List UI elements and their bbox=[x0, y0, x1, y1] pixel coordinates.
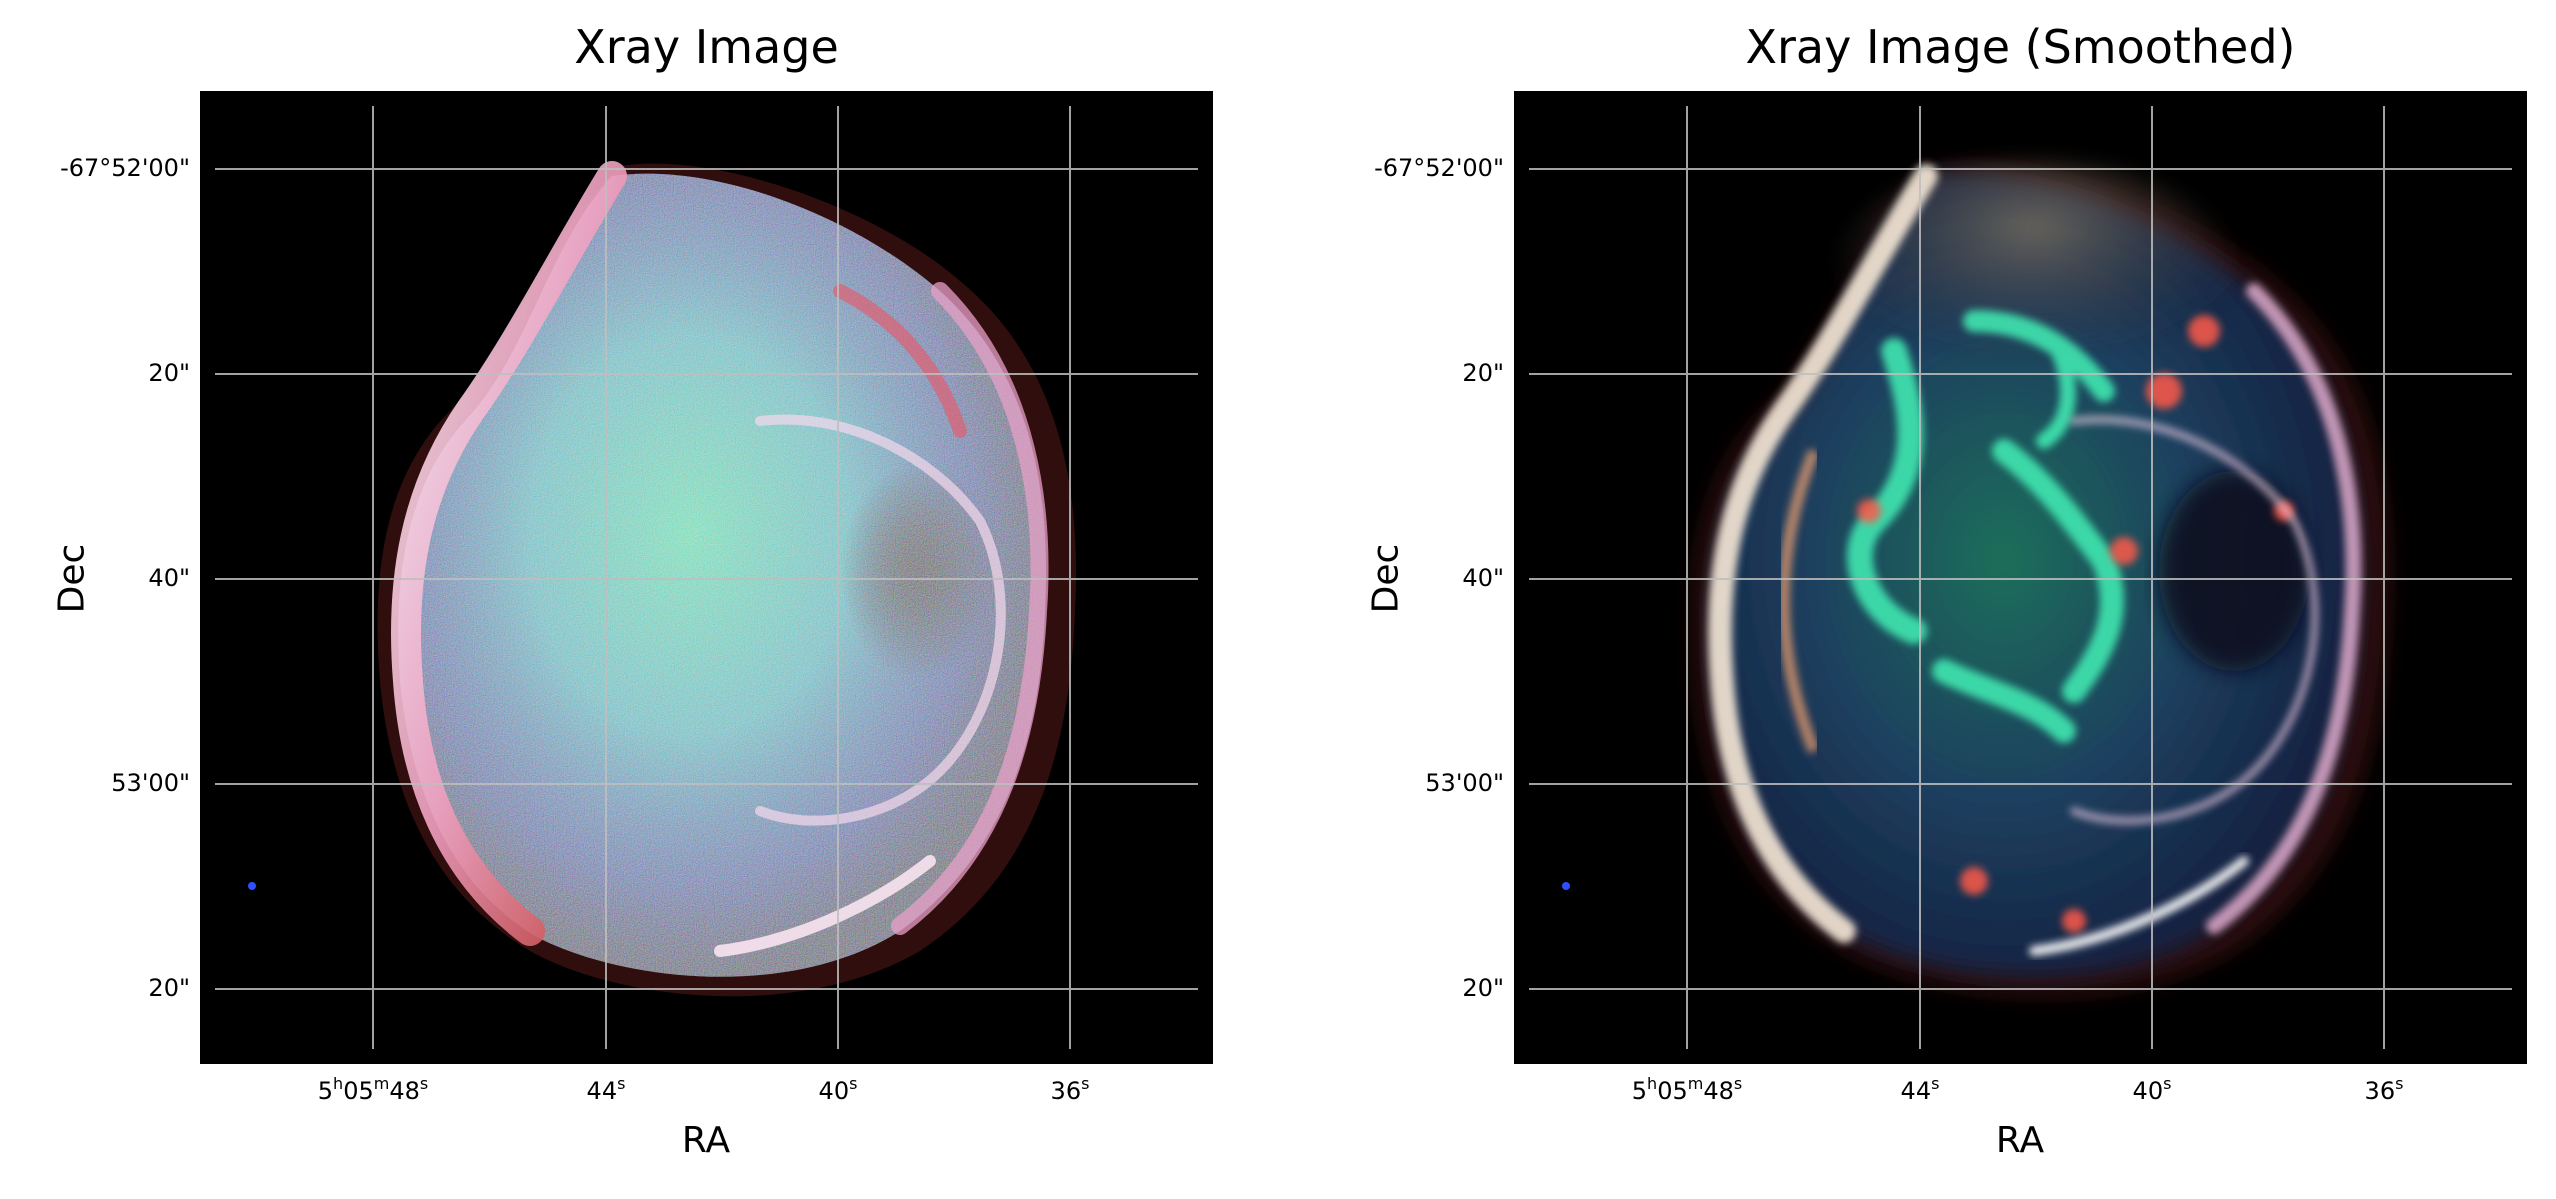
x-tick-label: 40s bbox=[2132, 1074, 2172, 1105]
x-axis-label-left: RA bbox=[681, 1120, 731, 1161]
y-tick-label: 20" bbox=[1462, 974, 1504, 1002]
x-tick-label: 44s bbox=[1900, 1074, 1940, 1105]
y-axis-label-left: Dec bbox=[51, 543, 93, 614]
x-tick-label: 36s bbox=[1050, 1074, 1090, 1105]
xray-image-left bbox=[215, 106, 1198, 1049]
panel-title-left: Xray Image bbox=[574, 20, 839, 74]
x-tick-label: 36s bbox=[2364, 1074, 2404, 1105]
x-tick-label: 5h05m48s bbox=[1631, 1074, 1743, 1105]
x-axis-label-right: RA bbox=[1995, 1120, 2045, 1161]
y-tick-label: 40" bbox=[1462, 564, 1504, 592]
panel-title-right: Xray Image (Smoothed) bbox=[1745, 20, 2296, 74]
y-tick-label: 20" bbox=[148, 974, 190, 1002]
x-tick-label: 44s bbox=[586, 1074, 626, 1105]
image-axes-right bbox=[1514, 91, 2527, 1064]
y-tick-label: -67°52'00" bbox=[1374, 154, 1504, 182]
x-tick-label: 40s bbox=[818, 1074, 858, 1105]
y-tick-label: 53'00" bbox=[1425, 769, 1504, 797]
y-tick-label: -67°52'00" bbox=[60, 154, 190, 182]
y-tick-label: 53'00" bbox=[111, 769, 190, 797]
xray-image-right bbox=[1529, 106, 2512, 1049]
x-tick-label: 5h05m48s bbox=[317, 1074, 429, 1105]
y-axis-label-right: Dec bbox=[1365, 543, 1407, 614]
image-axes-left bbox=[200, 91, 1213, 1064]
y-tick-label: 20" bbox=[148, 359, 190, 387]
y-tick-label: 40" bbox=[148, 564, 190, 592]
y-tick-label: 20" bbox=[1462, 359, 1504, 387]
